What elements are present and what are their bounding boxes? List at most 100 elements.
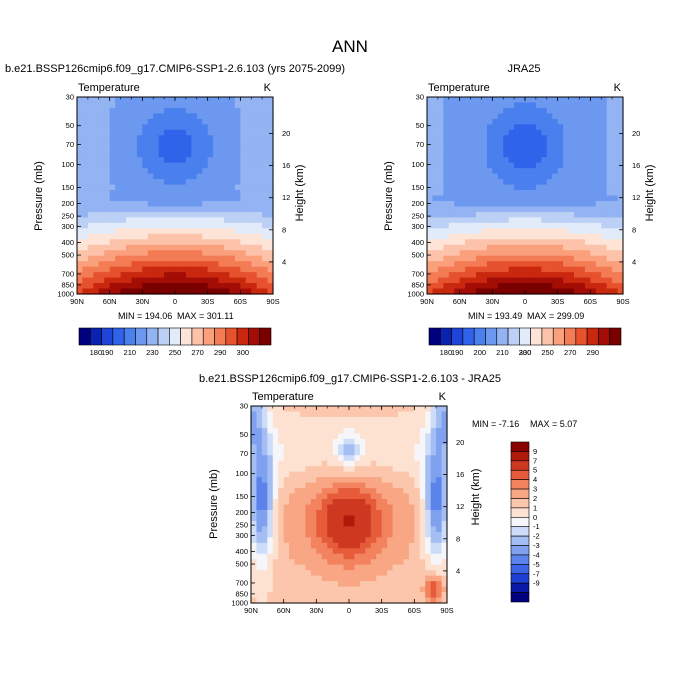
contour-cell [481,200,488,208]
contour-cell [256,190,263,197]
contour-cell [408,466,415,473]
contour-cell [104,190,111,197]
contour-cell [354,597,361,604]
contour-cell [427,195,434,202]
contour-cell [261,526,268,533]
colorbar-swatch [473,327,486,346]
contour-cell [574,266,581,273]
contour-cell [606,113,613,120]
contour-cell [120,135,127,142]
contour-cell [196,228,203,235]
contour-cell [164,211,171,218]
contour-cell [240,217,247,224]
contour-cell [175,244,182,251]
contour-cell [245,107,252,115]
height-tick-label: 20 [456,438,464,447]
contour-cell [454,228,461,235]
colorbar-swatch [428,327,441,346]
contour-cell [175,277,182,284]
contour-cell [349,406,356,413]
contour-cell [213,179,220,186]
contour-cell [300,493,307,500]
contour-cell [131,222,138,229]
contour-cell [120,168,127,175]
contour-cell [617,173,624,180]
contour-cell [267,581,274,588]
contour-cell [256,200,263,208]
contour-cell [147,129,154,136]
contour-cell [267,477,274,484]
contour-cell [142,222,149,229]
contour-cell [196,190,203,197]
contour-cell [327,581,334,588]
contour-cell [327,559,334,566]
contour-cell [514,173,521,180]
contour-cell [262,135,269,142]
contour-cell [392,520,399,527]
contour-cell [98,190,105,197]
contour-cell [436,581,443,588]
contour-cell [370,499,377,506]
contour-cell [283,526,290,533]
contour-cell [136,118,143,125]
contour-cell [316,570,323,577]
contour-cell [601,102,608,109]
contour-cell [321,592,328,599]
contour-cell [300,488,307,495]
contour-cell [267,250,274,257]
contour-cell [425,553,432,560]
contour-cell [142,118,149,125]
contour-cell [486,97,493,104]
contour-cell [104,288,111,295]
contour-cell [563,217,570,224]
contour-cell [437,107,444,115]
contour-cell [158,124,165,131]
contour-cell [349,564,356,571]
contour-cell [365,466,372,473]
contour-cell [93,239,100,246]
contour-cell [381,488,388,495]
colorbar-swatch [236,327,249,346]
contour-cell [349,592,356,599]
contour-cell [245,179,252,186]
contour-cell [278,433,285,440]
contour-cell [87,233,94,240]
contour-cell [492,228,499,235]
contour-cell [519,173,526,180]
colorbar-swatch [451,327,464,346]
contour-cell [465,206,472,213]
contour-cell [443,151,450,158]
contour-cell [430,433,437,440]
contour-cell [87,124,94,131]
x-tick-label: 60S [234,297,247,306]
contour-cell [87,107,94,115]
contour-cell [590,190,597,197]
contour-cell [432,107,439,115]
contour-cell [283,438,290,445]
contour-cell [403,553,410,560]
contour-cell [612,118,619,125]
contour-cell [497,135,504,142]
contour-cell [234,97,241,104]
contour-cell [251,195,258,202]
contour-cell [376,444,383,451]
contour-cell [430,548,437,555]
contour-cell [590,261,597,268]
contour-cell [164,261,171,268]
contour-cell [441,406,448,413]
panel-diff-subtitle-right: K [439,391,447,403]
contour-cell [338,411,345,418]
contour-cell [492,162,499,169]
contour-cell [432,255,439,262]
contour-cell [251,411,258,418]
contour-cell [579,146,586,153]
contour-cell [476,97,483,104]
contour-cell [519,190,526,197]
contour-cell [617,124,624,131]
contour-cell [87,255,94,262]
contour-cell [278,548,285,555]
contour-cell [563,261,570,268]
contour-cell [87,97,94,104]
contour-cell [294,444,301,451]
contour-cell [164,113,171,120]
